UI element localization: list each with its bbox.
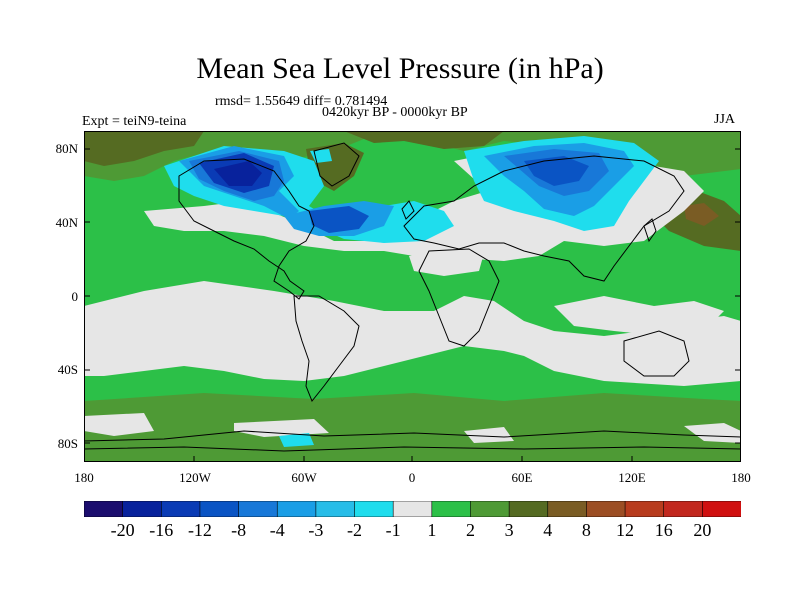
colorbar-box xyxy=(624,501,665,517)
colorbar-label: -4 xyxy=(269,520,285,540)
colorbar-label: 2 xyxy=(465,520,475,540)
lon-label-60e: 60E xyxy=(511,470,533,485)
colorbar-label: 1 xyxy=(427,520,437,540)
colorbar-label: 3 xyxy=(504,520,514,540)
lon-label-180w: 180 xyxy=(74,470,94,485)
lat-label-80n: 80N xyxy=(55,141,78,156)
north-america-coast xyxy=(178,158,315,300)
colorbar-label: -8 xyxy=(231,520,247,540)
colorbar-label: 12 xyxy=(616,520,635,540)
navy-north-america-core xyxy=(214,161,262,186)
colorbar-box xyxy=(160,501,201,517)
colorbar-box xyxy=(84,501,124,517)
cyan-greenland-spot xyxy=(310,149,332,163)
colorbar-label: -2 xyxy=(347,520,363,540)
antarctica-coast xyxy=(84,430,741,442)
colorbar-box xyxy=(431,501,472,517)
colorbar-label: -1 xyxy=(385,520,401,540)
colorbar-box xyxy=(199,501,240,517)
darkblue-atlantic-core xyxy=(309,206,369,233)
arctic-brown-patch xyxy=(84,131,204,166)
colorbar-box xyxy=(392,501,433,517)
time-period-label: 0420kyr BP - 0000kyr BP xyxy=(322,105,468,120)
lat-label-40n: 40N xyxy=(55,215,78,230)
season-label: JJA xyxy=(714,112,736,127)
rmsd-diff-stats: rmsd= 1.55649 diff= 0.781494 xyxy=(215,94,388,109)
lon-label-180e: 180 xyxy=(731,470,751,485)
gray-south-indian xyxy=(554,296,724,336)
colorbar-label: 20 xyxy=(693,520,712,540)
japan-coast xyxy=(643,218,657,243)
colorbar-box xyxy=(354,501,394,517)
antarctica-coast-inner xyxy=(84,446,741,452)
colorbar-box xyxy=(315,501,356,517)
australia-coast xyxy=(623,330,690,377)
lat-label-0: 0 xyxy=(71,289,79,304)
pressure-anomaly-map xyxy=(84,131,741,462)
lon-label-120w: 120W xyxy=(179,470,211,485)
coastlines xyxy=(84,142,741,452)
colorbar-box xyxy=(508,501,549,517)
cyan-antarctic-patch xyxy=(279,433,314,447)
south-america-coast xyxy=(293,295,360,402)
colorbar-label: 4 xyxy=(543,520,553,540)
colorbar xyxy=(84,501,741,517)
africa-coast xyxy=(418,248,500,347)
colorbar-box xyxy=(547,501,588,517)
colorbar-box xyxy=(470,501,510,517)
colorbar-box xyxy=(122,501,163,517)
lon-label-60w: 60W xyxy=(291,470,317,485)
colorbar-box xyxy=(586,501,626,517)
colorbar-box xyxy=(702,501,741,517)
lat-label-40s: 40S xyxy=(57,362,78,377)
gray-atlantic-band xyxy=(84,281,741,386)
colorbar-label: -16 xyxy=(149,520,174,540)
deepblue-eurasia xyxy=(524,156,589,186)
pacific-nw-brown-core xyxy=(684,203,719,226)
arctic-east-olive xyxy=(344,131,504,149)
colorbar-label: 8 xyxy=(581,520,591,540)
lon-label-120e: 120E xyxy=(618,470,646,485)
lat-label-80s: 80S xyxy=(57,436,78,451)
colorbar-box xyxy=(238,501,279,517)
southern-ocean-olive-west xyxy=(84,393,741,462)
map-ticks xyxy=(84,148,741,462)
colorbar-label: -12 xyxy=(187,520,212,540)
experiment-label: Expt = teiN9-teina xyxy=(82,114,187,129)
uk-coast xyxy=(401,200,415,220)
colorbar-label: -20 xyxy=(110,520,135,540)
greenland-coast xyxy=(313,142,360,187)
lon-label-0: 0 xyxy=(408,470,416,485)
map-title: Mean Sea Level Pressure (in hPa) xyxy=(196,52,604,85)
eurasia-coast xyxy=(403,155,685,282)
colorbar-label: 16 xyxy=(654,520,673,540)
gray-indian-blob xyxy=(409,249,484,276)
colorbar-box xyxy=(276,501,317,517)
colorbar-label: -3 xyxy=(308,520,324,540)
colorbar-box xyxy=(663,501,704,517)
